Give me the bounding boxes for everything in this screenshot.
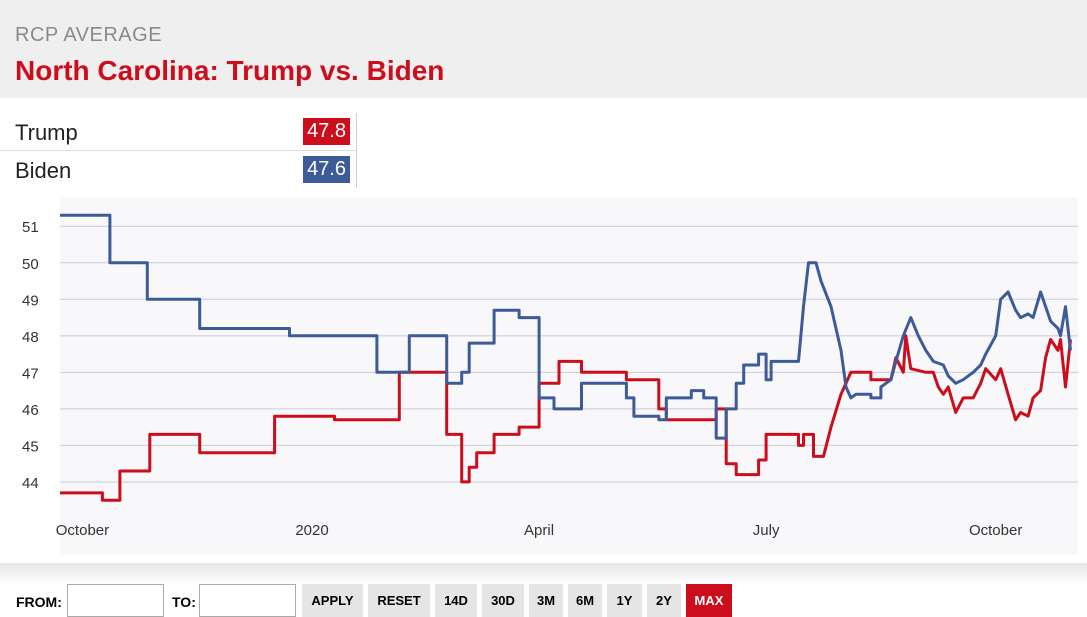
rcp-average-label: RCP AVERAGE: [15, 24, 163, 46]
reset-button[interactable]: RESET: [368, 584, 430, 617]
poll-average-chart: 44 45 46 47 48 49 50 51 October 2020 April July Octo…: [22, 197, 1078, 555]
plot-background: [60, 197, 1078, 555]
x-tick-label: July: [753, 522, 780, 539]
page-title: North Carolina: Trump vs. Biden: [15, 55, 445, 86]
x-tick-label: October: [969, 522, 1022, 539]
range-1y-button[interactable]: 1Y: [607, 584, 642, 617]
x-tick-label: 2020: [295, 522, 328, 539]
candidate-legend: Trump 47.8 Biden 47.6: [0, 113, 357, 188]
to-label: TO:: [172, 594, 196, 610]
y-tick-label: 46: [22, 402, 39, 419]
apply-button[interactable]: APPLY: [302, 584, 363, 617]
legend-row-trump: Trump 47.8: [0, 113, 356, 151]
series-line-trump: [60, 334, 1072, 502]
y-tick-label: 51: [22, 219, 39, 236]
y-tick-label: 44: [22, 475, 39, 492]
candidate-name: Trump: [15, 120, 78, 145]
range-3m-button[interactable]: 3M: [529, 584, 563, 617]
y-tick-label: 45: [22, 438, 39, 455]
range-2y-button[interactable]: 2Y: [647, 584, 681, 617]
range-30d-button[interactable]: 30D: [482, 584, 524, 617]
from-label: FROM:: [16, 594, 62, 610]
range-6m-button[interactable]: 6M: [568, 584, 602, 617]
y-tick-label: 50: [22, 256, 39, 273]
y-tick-label: 48: [22, 329, 39, 346]
y-tick-label: 49: [22, 292, 39, 309]
candidate-name: Biden: [15, 158, 72, 183]
series-line-biden: [60, 213, 1072, 440]
date-range-controls: FROM: TO: APPLY RESET 14D 30D 3M 6M 1Y 2…: [0, 563, 1087, 617]
legend-row-biden: Biden 47.6: [0, 151, 356, 188]
range-14d-button[interactable]: 14D: [435, 584, 477, 617]
x-tick-label: October: [56, 522, 109, 539]
to-date-input[interactable]: [199, 584, 296, 617]
candidate-value-badge: 47.8: [303, 118, 350, 145]
header: RCP AVERAGE North Carolina: Trump vs. Bi…: [0, 0, 1087, 98]
y-tick-label: 47: [22, 365, 39, 382]
range-max-button[interactable]: MAX: [686, 584, 732, 617]
x-tick-label: April: [524, 522, 554, 539]
candidate-value-badge: 47.6: [303, 156, 350, 183]
from-date-input[interactable]: [67, 584, 164, 617]
